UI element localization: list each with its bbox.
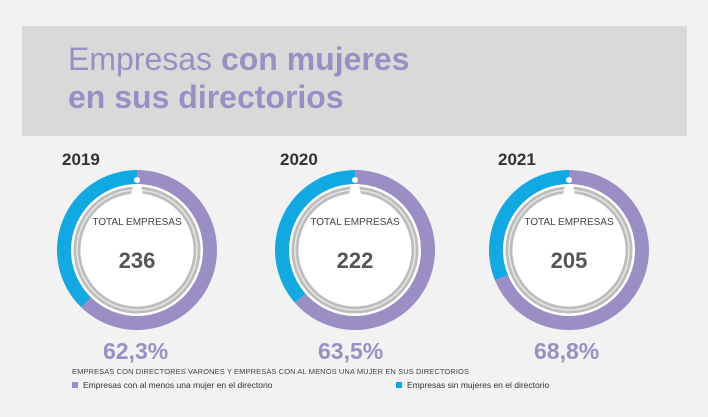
legend-item-sin-mujeres: Empresas sin mujeres en el directorio bbox=[396, 380, 549, 390]
title-light: Empresas bbox=[68, 41, 221, 77]
title-bold-1: con mujeres bbox=[220, 41, 410, 77]
page-title: Empresas con mujeres en sus directorios bbox=[68, 40, 409, 116]
woman-icon bbox=[563, 177, 575, 200]
donut-hole bbox=[503, 184, 635, 316]
total-value: 236 bbox=[118, 248, 156, 273]
total-value: 205 bbox=[550, 248, 588, 273]
percentage-2020: 63,5% bbox=[318, 338, 384, 364]
percentage-2021: 68,8% bbox=[534, 338, 600, 364]
donut-hole bbox=[289, 184, 421, 316]
donut-chart-2019 bbox=[57, 170, 217, 330]
chart-caption: EMPRESAS CON DIRECTORES VARONES Y EMPRES… bbox=[72, 367, 470, 376]
legend-swatch bbox=[396, 382, 402, 388]
year-label-2019: 2019 bbox=[62, 150, 100, 169]
donut-chart-2020 bbox=[275, 170, 435, 330]
total-label: TOTAL EMPRESAS bbox=[524, 217, 614, 228]
year-label-2020: 2020 bbox=[280, 150, 318, 169]
total-value: 222 bbox=[336, 248, 374, 273]
donut-chart-2021 bbox=[489, 170, 649, 330]
legend-label: Empresas con al menos una mujer en el di… bbox=[83, 380, 273, 390]
year-label-2021: 2021 bbox=[498, 150, 536, 169]
donut-center-2020: TOTAL EMPRESAS 222 bbox=[275, 170, 435, 330]
legend-label: Empresas sin mujeres en el directorio bbox=[407, 380, 550, 390]
title-banner bbox=[22, 26, 687, 136]
total-label: TOTAL EMPRESAS bbox=[92, 217, 182, 228]
legend-item-con-mujeres: Empresas con al menos una mujer en el di… bbox=[72, 380, 272, 390]
donut-hole bbox=[71, 184, 203, 316]
total-label: TOTAL EMPRESAS bbox=[310, 217, 400, 228]
woman-icon bbox=[349, 177, 361, 200]
donut-center-2019: TOTAL EMPRESAS 236 bbox=[57, 170, 217, 330]
percentage-2019: 62,3% bbox=[103, 338, 169, 364]
title-bold-2: en sus directorios bbox=[68, 79, 344, 115]
donut-center-2021: TOTAL EMPRESAS 205 bbox=[489, 170, 649, 330]
legend-swatch bbox=[72, 382, 78, 388]
woman-icon bbox=[131, 177, 143, 200]
